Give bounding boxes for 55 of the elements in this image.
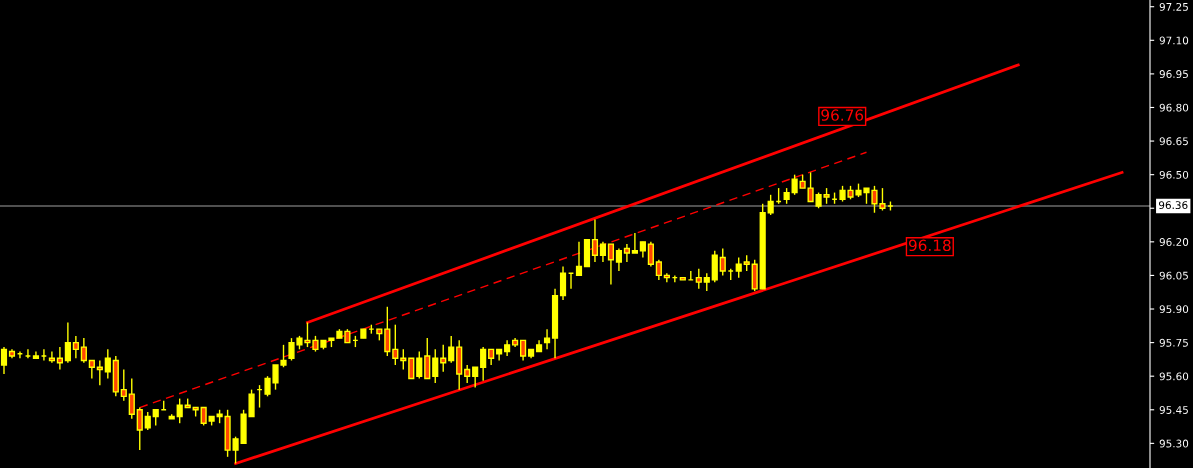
candlestick bbox=[424, 337, 431, 380]
candlestick bbox=[480, 346, 487, 382]
candlestick bbox=[80, 337, 87, 364]
candlestick bbox=[120, 368, 127, 402]
candlestick bbox=[64, 321, 71, 364]
y-tick-label: 95.30 bbox=[1159, 439, 1189, 448]
y-tick-label: 96.05 bbox=[1159, 271, 1188, 280]
candlestick bbox=[384, 306, 391, 357]
candlestick bbox=[599, 241, 607, 263]
candlestick bbox=[104, 348, 111, 380]
candlestick bbox=[432, 348, 439, 384]
candlestick bbox=[559, 265, 567, 301]
y-tick-label: 95.75 bbox=[1159, 338, 1188, 347]
candlestick bbox=[695, 268, 702, 290]
candlestick bbox=[48, 350, 56, 364]
ref-line-label: 96.36 bbox=[1158, 201, 1188, 210]
y-tick-label: 97.25 bbox=[1159, 2, 1188, 11]
candlestick bbox=[543, 328, 551, 351]
candlestick bbox=[176, 397, 183, 424]
candlestick bbox=[0, 346, 8, 375]
candlestick bbox=[791, 173, 798, 196]
candlestick bbox=[416, 350, 423, 380]
candlestick bbox=[392, 323, 399, 366]
candlestick bbox=[519, 339, 527, 362]
candlestick bbox=[448, 335, 455, 364]
candlestick bbox=[128, 377, 135, 420]
candlestick bbox=[615, 247, 623, 272]
candlestick bbox=[408, 357, 415, 380]
y-tick-label: 95.60 bbox=[1159, 372, 1189, 381]
candlestick bbox=[607, 243, 615, 286]
y-tick-label: 96.80 bbox=[1159, 103, 1189, 112]
candlestick bbox=[591, 218, 599, 263]
candlestick bbox=[623, 243, 631, 263]
candlestick bbox=[136, 406, 143, 451]
candlestick bbox=[655, 259, 662, 281]
candlestick bbox=[472, 366, 479, 389]
candlestick bbox=[767, 194, 774, 216]
y-tick-label: 97.10 bbox=[1159, 36, 1189, 45]
candlestick bbox=[735, 256, 742, 279]
y-tick-label: 96.50 bbox=[1159, 170, 1189, 179]
candlestick bbox=[575, 241, 583, 277]
y-tick-label: 96.65 bbox=[1159, 137, 1188, 146]
y-tick-label: 95.90 bbox=[1159, 305, 1189, 314]
candlestick bbox=[96, 359, 103, 386]
candlestick bbox=[72, 335, 79, 359]
y-tick-label: 96.20 bbox=[1159, 238, 1189, 246]
candlestick bbox=[400, 348, 407, 371]
candlestick bbox=[647, 241, 654, 268]
candlestick bbox=[719, 247, 726, 277]
y-tick-label: 95.45 bbox=[1159, 406, 1188, 414]
candlestick bbox=[663, 272, 670, 283]
annotation: 96.76 bbox=[821, 109, 864, 121]
y-tick-label: 96.95 bbox=[1159, 70, 1188, 78]
annotation: 96.18 bbox=[908, 239, 951, 252]
candlestick bbox=[631, 232, 638, 254]
